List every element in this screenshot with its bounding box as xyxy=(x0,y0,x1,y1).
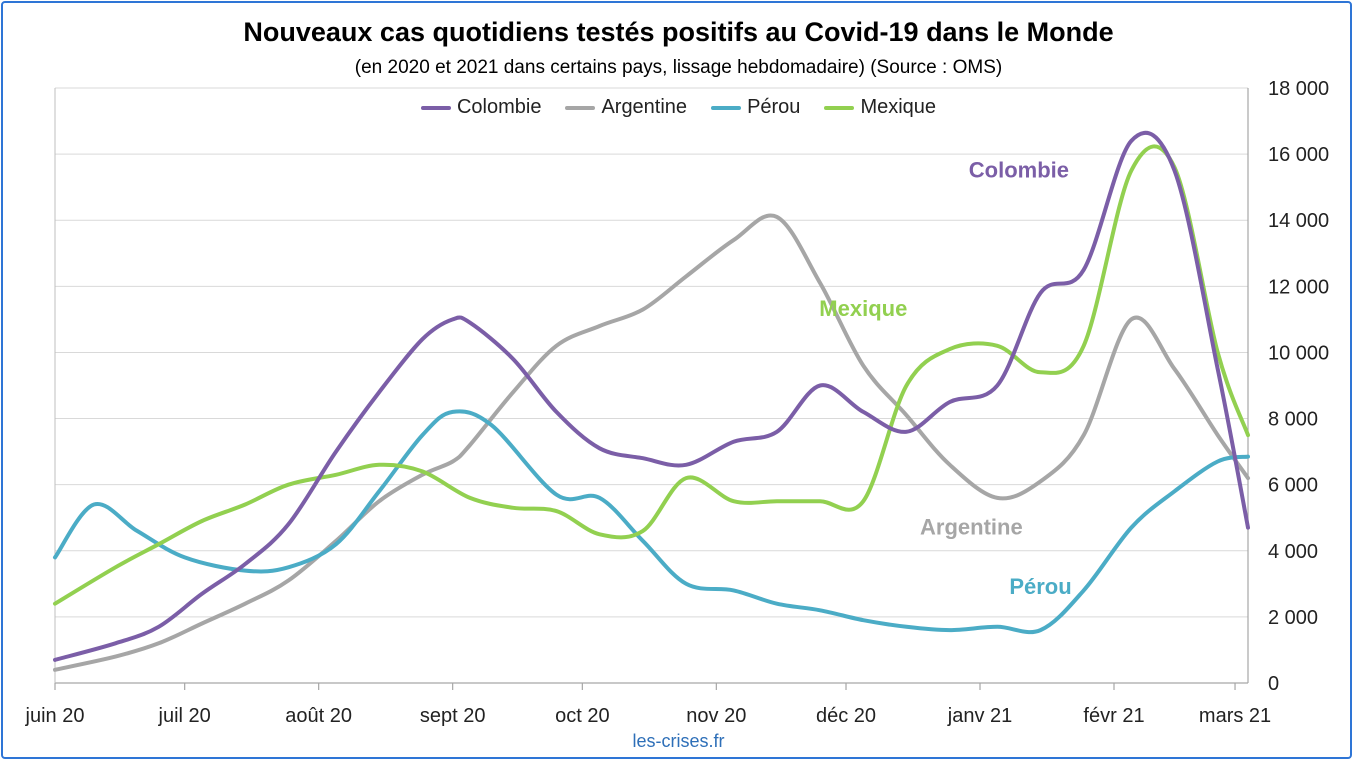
legend-label-argentine: Argentine xyxy=(601,96,688,118)
legend-item-perou: Pérou xyxy=(711,96,800,119)
legend-item-mexique: Mexique xyxy=(824,96,936,119)
y-tick-label: 6 000 xyxy=(1268,475,1318,497)
series-line-mexique xyxy=(53,144,1250,606)
x-tick-label: nov 20 xyxy=(686,705,746,727)
legend-swatch-mexique xyxy=(824,105,855,110)
x-tick-label: mars 21 xyxy=(1199,705,1271,727)
y-tick-label: 8 000 xyxy=(1268,409,1318,431)
y-tick-label: 0 xyxy=(1268,673,1279,695)
series-line-perou xyxy=(53,409,1250,635)
y-tick-label: 10 000 xyxy=(1268,342,1329,364)
x-tick-label: sept 20 xyxy=(420,705,486,727)
x-tick-label: juin 20 xyxy=(25,705,85,727)
x-tick-label: févr 21 xyxy=(1083,705,1144,727)
series-label-mexique: Mexique xyxy=(819,296,907,321)
legend-label-mexique: Mexique xyxy=(860,96,937,118)
x-tick-label: oct 20 xyxy=(555,705,609,727)
legend: Colombie Argentine Pérou Mexique xyxy=(0,96,1357,119)
x-tick-label: déc 20 xyxy=(816,705,876,727)
series-label-colombie: Colombie xyxy=(969,157,1069,182)
legend-item-colombie: Colombie xyxy=(420,96,542,119)
y-tick-label: 12 000 xyxy=(1268,276,1329,298)
series-line-argentine xyxy=(53,213,1250,672)
legend-swatch-perou xyxy=(711,105,742,110)
series-label-perou: Pérou xyxy=(1009,574,1071,599)
series-label-argentine: Argentine xyxy=(920,514,1023,539)
series-line-colombie xyxy=(53,130,1250,662)
legend-label-perou: Pérou xyxy=(747,96,801,118)
x-tick-label: janv 21 xyxy=(947,705,1013,727)
source-credit: les-crises.fr xyxy=(632,731,725,751)
y-tick-label: 16 000 xyxy=(1268,144,1329,166)
legend-label-colombie: Colombie xyxy=(456,96,542,118)
y-tick-label: 18 000 xyxy=(1268,78,1329,100)
x-tick-label: juil 20 xyxy=(158,705,211,727)
chart-title: Nouveaux cas quotidiens testés positifs … xyxy=(243,17,1114,47)
legend-item-argentine: Argentine xyxy=(565,96,687,119)
legend-swatch-argentine xyxy=(565,105,596,110)
y-tick-label: 4 000 xyxy=(1268,541,1318,563)
y-tick-label: 2 000 xyxy=(1268,607,1318,629)
x-tick-label: août 20 xyxy=(285,705,352,727)
chart-subtitle: (en 2020 et 2021 dans certains pays, lis… xyxy=(354,57,1003,78)
legend-swatch-colombie xyxy=(420,105,451,110)
y-tick-label: 14 000 xyxy=(1268,210,1329,232)
